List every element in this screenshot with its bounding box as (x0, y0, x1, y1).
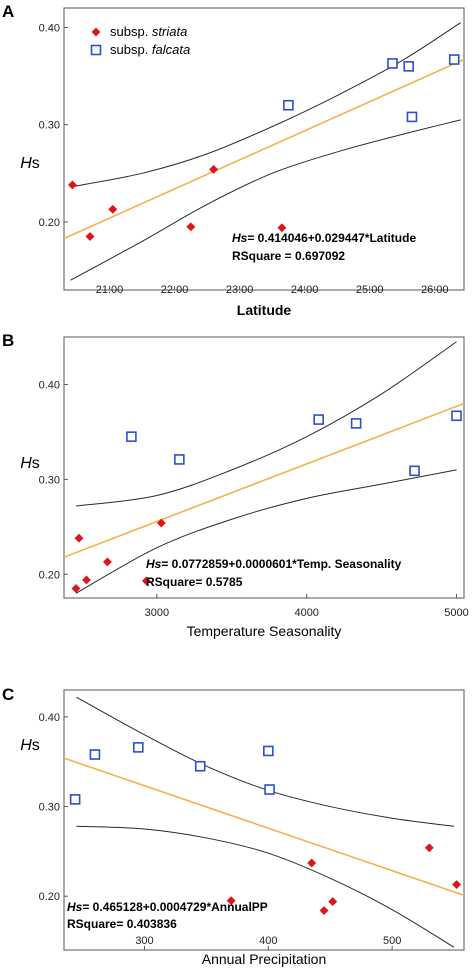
point-falcata (133, 742, 144, 753)
x-tick-label: 21.00 (96, 284, 124, 296)
point-falcata (409, 465, 420, 477)
point-falcata (406, 111, 418, 123)
point-striata (307, 858, 317, 868)
point-falcata (89, 749, 101, 760)
y-tick-label: 0.30 (39, 474, 60, 486)
regression-line (64, 58, 464, 240)
x-tick-label: 500 (383, 935, 401, 947)
x-tick-label: 3000 (145, 607, 169, 619)
point-falcata (69, 794, 81, 805)
point-falcata (350, 418, 362, 429)
panel-b: B 0.20 0.30 0.40 3000 4000 5000 Hs Temperature S… (2, 331, 469, 639)
point-striata (156, 518, 166, 528)
plot-frame (63, 689, 465, 951)
regression-equation: Hs= 0.414046+0.029447*Latitude (232, 231, 416, 245)
x-tick-label: 25.00 (356, 284, 384, 296)
point-striata (186, 222, 196, 232)
ci-upper-curve (75, 341, 457, 507)
point-striata (81, 575, 92, 585)
plot-frame (63, 7, 465, 291)
panel-letter: B (2, 331, 14, 350)
ci-lower-curve (70, 119, 461, 281)
x-tick-label: 5000 (444, 607, 468, 619)
y-axis-label: Hs (20, 737, 40, 754)
y-axis-label: Hs (20, 155, 40, 172)
r-square: RSquare= 0.403836 (67, 917, 177, 931)
x-tick-label: 4000 (294, 607, 318, 619)
point-falcata (448, 54, 460, 65)
x-tick-label: 24.00 (291, 284, 319, 296)
point-striata (141, 576, 151, 586)
x-axis-label: Annual Precipitation (202, 951, 327, 967)
x-tick-label: 22.00 (161, 284, 189, 296)
panel-letter: A (2, 2, 14, 21)
regression-equation: Hs= 0.0772859+0.0000601*Temp. Seasonalit… (146, 557, 402, 571)
y-tick-label: 0.20 (39, 891, 60, 903)
legend-marker-striata (91, 27, 101, 37)
y-axis-label: Hs (20, 455, 40, 472)
point-falcata (194, 760, 206, 772)
point-striata (74, 533, 84, 543)
point-striata (452, 879, 462, 890)
ci-upper-curve (70, 22, 462, 188)
x-tick-label: 300 (135, 935, 153, 947)
panel-letter: C (2, 685, 14, 704)
y-tick-label: 0.40 (39, 379, 60, 391)
r-square: RSquare = 0.697092 (232, 249, 345, 263)
panel-a: A 0.20 0.30 0.40 21.00 22.00 23.00 24.00 25.00 26… (2, 2, 465, 318)
point-striata (85, 231, 95, 242)
legend-marker-falcata (90, 44, 102, 56)
plot-frame (63, 336, 465, 599)
panel-c: C 0.20 0.30 0.40 300 400 500 Hs Annual Precipita… (2, 685, 465, 967)
point-striata (67, 180, 78, 190)
x-tick-label: 400 (259, 935, 277, 947)
x-axis-label: Latitude (237, 302, 292, 318)
ci-lower-curve (76, 825, 455, 948)
legend-label-striata: subsp. striata (110, 24, 187, 39)
point-falcata (403, 61, 415, 72)
point-striata (209, 164, 219, 174)
point-striata (277, 223, 287, 233)
x-axis-label: Temperature Seasonality (187, 623, 342, 639)
y-tick-label: 0.30 (39, 802, 60, 814)
y-tick-label: 0.30 (39, 120, 60, 132)
point-falcata (451, 410, 462, 422)
regression-line (64, 402, 464, 558)
point-striata (319, 905, 329, 916)
point-striata (108, 204, 118, 214)
ci-lower-curve (75, 469, 457, 594)
point-striata (226, 896, 236, 906)
point-falcata (387, 58, 398, 69)
point-striata (102, 557, 112, 567)
y-tick-label: 0.40 (39, 22, 60, 34)
point-striata (424, 843, 434, 853)
point-falcata (263, 745, 274, 757)
plot-area (64, 22, 464, 281)
y-tick-label: 0.20 (39, 569, 60, 581)
point-striata (328, 897, 338, 907)
legend-label-falcata: subsp. falcata (110, 42, 190, 57)
point-falcata (283, 99, 294, 111)
x-tick-label: 23.00 (226, 284, 254, 296)
regression-line (64, 757, 464, 897)
point-falcata (126, 431, 137, 442)
y-tick-label: 0.40 (39, 712, 60, 724)
ci-upper-curve (76, 696, 455, 827)
r-square: RSquare= 0.5785 (146, 575, 243, 589)
x-tick-label: 26.00 (421, 284, 449, 296)
point-falcata (313, 414, 324, 425)
regression-equation: Hs= 0.465128+0.0004729*AnnualPP (67, 900, 268, 914)
point-falcata (264, 784, 275, 795)
legend: subsp. striata subsp. falcata (90, 24, 190, 57)
point-falcata (174, 454, 185, 465)
point-striata (71, 583, 81, 594)
plot-area (64, 341, 464, 594)
y-tick-label: 0.20 (39, 217, 60, 229)
